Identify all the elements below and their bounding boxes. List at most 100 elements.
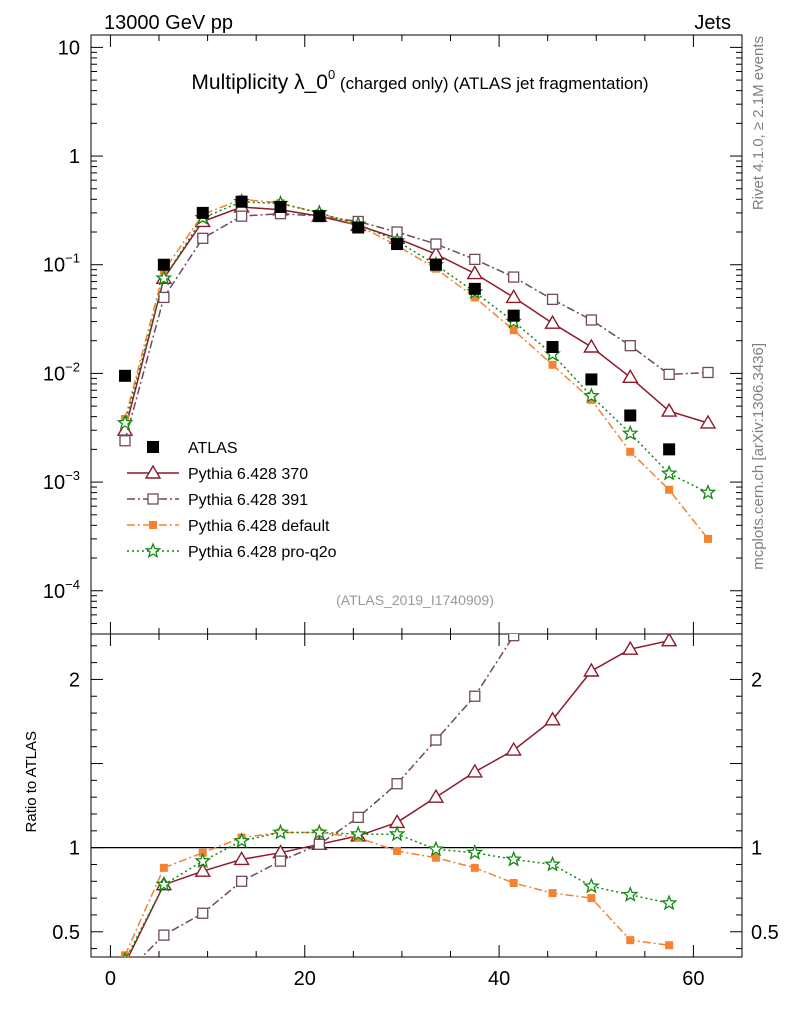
y-tick-label: 10−2 [43, 359, 80, 385]
series-2-ratio-point [235, 875, 248, 887]
series-2-ratio-point [274, 855, 287, 867]
chart-title-rest: (charged only) (ATLAS jet fragmentation) [335, 74, 648, 93]
y-tick-label-base: 10 [43, 255, 65, 277]
series-3-ratio-point-shape [159, 863, 168, 872]
ratio-y-axis-label: Ratio to ATLAS [23, 731, 40, 832]
legend-label: Pythia 6.428 default [188, 518, 330, 535]
series-1-ratio-point-shape [466, 763, 484, 778]
header-right-label: Jets [694, 12, 731, 34]
series-1-ratio-point [194, 862, 211, 877]
series-4-ratio-point-shape [388, 825, 406, 842]
series-1-ratio-point-shape [660, 634, 678, 647]
series-4-point-shape [660, 464, 678, 481]
series-4-ratio-point [310, 823, 328, 840]
legend-marker [149, 521, 157, 529]
series-4-point-shape [116, 414, 134, 431]
legend-marker-shape [144, 464, 162, 479]
series-4-ratio-point [505, 850, 522, 867]
series-3-ratio-point-shape [393, 847, 402, 856]
series-4-ratio-point [466, 843, 484, 860]
atlas-data-point-shape [196, 206, 209, 219]
series-2-point-shape [663, 368, 675, 381]
series-2-point-shape [469, 253, 481, 266]
legend-marker-atlas-shape [147, 441, 159, 453]
series-2-point [585, 314, 598, 326]
y-tick-label-base: 10 [43, 581, 65, 603]
series-2-point-shape [624, 340, 636, 352]
series-2-point [546, 293, 559, 306]
legend-label: Pythia 6.428 391 [188, 492, 308, 509]
series-1-ratio-point [505, 741, 522, 756]
y-tick-label-exponent: −2 [65, 359, 80, 374]
series-4-ratio-point-shape [466, 843, 484, 860]
ratio-frame-box [90, 633, 743, 958]
series-4-point-shape [621, 424, 639, 441]
ratio-panel: 0 20 40 60 0.5 0.5 1 1 2 2 [52, 633, 779, 990]
series-4-point [621, 424, 639, 441]
atlas-data-point-shape [274, 200, 287, 213]
series-2-point [624, 340, 636, 352]
series-4-ratio-point [122, 951, 128, 957]
series-1-point-shape [466, 265, 484, 280]
series-1-point-shape [583, 338, 600, 353]
series-3-ratio-point-shape [548, 889, 557, 898]
series-2-ratio-point-shape [352, 811, 364, 824]
legend-label: ATLAS [188, 440, 238, 457]
atlas-data-point [196, 206, 209, 219]
series-4-point [155, 269, 173, 286]
series-2-point [663, 368, 675, 381]
legend-marker-shape [147, 493, 159, 505]
series-3-ratio-point [509, 878, 518, 887]
series-1-ratio-point [427, 788, 445, 803]
x-tick-label: 60 [682, 968, 704, 990]
atlas-data-point [468, 282, 481, 295]
series-1-point-shape [505, 289, 522, 304]
series-2-ratio-point [352, 811, 364, 824]
series-4-point [116, 414, 134, 431]
series-4-ratio-point-shape [233, 832, 251, 849]
series-1-point-shape [544, 314, 561, 329]
y-tick-label: 10−3 [43, 468, 80, 494]
series-2-point-shape [585, 314, 598, 326]
series-4-point-shape [155, 269, 173, 286]
series-4-ratio-point-shape [310, 823, 328, 840]
series-3-point-shape [665, 485, 674, 494]
series-2-point-shape [702, 366, 714, 379]
series-4-ratio-point-shape [427, 840, 445, 857]
series-2-ratio-point [120, 969, 130, 979]
series-2-ratio-point-shape [508, 634, 520, 642]
series-2-ratio-point [430, 734, 442, 746]
series-2-point [235, 210, 248, 222]
series-3-point [703, 534, 712, 543]
series-1-ratio-point [544, 711, 561, 726]
series-2-ratio-point-shape [430, 734, 442, 746]
series-2-ratio-point-shape [469, 690, 481, 702]
series-1-point [660, 402, 678, 417]
legend: ATLAS Pythia 6.428 370 Pythia 6.428 391 Pyt… [127, 440, 337, 561]
series-4-ratio-point-shape [660, 894, 678, 911]
series-4-ratio-point [583, 877, 600, 894]
series-3-ratio-point [626, 936, 635, 945]
series-1-ratio-point [622, 640, 639, 655]
series-4-point-shape [583, 387, 600, 404]
atlas-data-point [429, 258, 442, 271]
series-1-ratio-point-shape [505, 741, 522, 756]
series-1-ratio-point-shape [622, 640, 639, 655]
y-tick-label-exponent: −3 [65, 468, 80, 483]
series-4-ratio-point [233, 832, 251, 849]
series-2-point-shape [119, 435, 131, 447]
atlas-data-point [313, 210, 326, 223]
ratio-y-tick-label-right: 1 [751, 838, 762, 860]
series-4-ratio-point-shape [583, 877, 600, 894]
series-2-point-shape [197, 232, 209, 244]
series-1-ratio-point-shape [194, 862, 211, 877]
series-3-point [587, 395, 596, 404]
series-2-point [119, 435, 131, 447]
series-2-ratio-point [313, 838, 325, 850]
atlas-data-point-shape [585, 373, 598, 386]
series-3-ratio-point [548, 889, 557, 898]
series-4-ratio-point-shape [621, 886, 639, 902]
y-tick-label: 10−4 [43, 577, 80, 603]
series-3-ratio-point [431, 853, 440, 862]
